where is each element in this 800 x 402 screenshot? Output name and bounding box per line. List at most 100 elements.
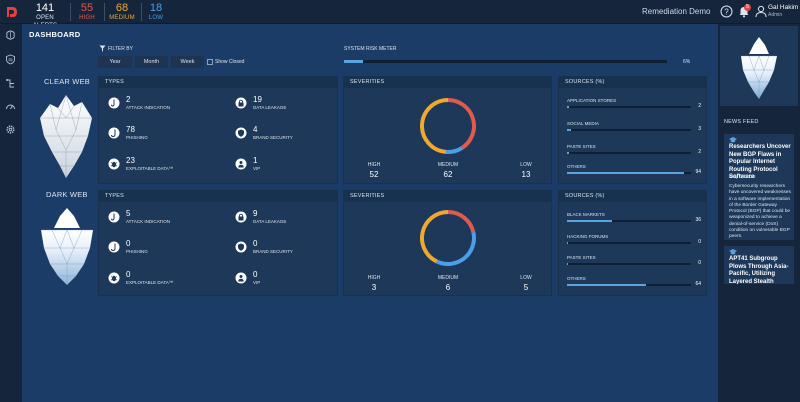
type-phishing[interactable]: 0 PHISHING — [108, 239, 228, 264]
badge-icon — [235, 241, 247, 253]
filter-week-button[interactable]: Week — [171, 56, 204, 68]
severity-donut-chart[interactable] — [418, 96, 478, 156]
type-exploitable-data[interactable]: 0 EXPLOITABLE DATA™ — [108, 270, 228, 295]
vip-icon — [235, 272, 247, 284]
brain-icon[interactable] — [5, 30, 16, 41]
source-row[interactable]: PASTE SITES 2 — [567, 144, 701, 158]
source-row[interactable]: HACKING FORUMS 0 — [567, 234, 701, 248]
source-bar-fill — [567, 242, 569, 244]
type-count: 5 — [126, 209, 131, 218]
show-closed-checkbox[interactable] — [207, 59, 213, 65]
clear-web-sources-panel: SOURCES (%) APPLICATION STORES 2 SOCIAL … — [558, 76, 707, 184]
gauge-icon[interactable] — [5, 101, 16, 112]
type-vip[interactable]: 0 VIP — [235, 270, 355, 295]
filter-month-button[interactable]: Month — [135, 56, 168, 68]
type-phishing[interactable]: 78 PHISHING — [108, 125, 228, 150]
severity-donut-chart[interactable] — [418, 208, 478, 268]
donut-segment-medium[interactable] — [420, 98, 449, 154]
source-value: 2 — [698, 149, 701, 155]
bug-icon — [108, 272, 120, 284]
type-brand-security[interactable]: 4 BRAND SECURITY — [235, 125, 355, 150]
source-bar-track — [567, 263, 691, 265]
filter-year-button[interactable]: Year — [98, 56, 132, 68]
panel-title: TYPES — [99, 191, 337, 202]
donut-segment-low[interactable] — [445, 146, 464, 154]
medium-stat[interactable]: 68 MEDIUM — [108, 2, 136, 22]
type-brand-security[interactable]: 0 BRAND SECURITY — [235, 239, 355, 264]
org-name[interactable]: Remediation Demo — [642, 7, 711, 16]
source-label: PASTE SITES — [567, 255, 596, 260]
donut-segment-high[interactable] — [447, 98, 476, 150]
fish-hook-icon — [108, 241, 120, 253]
source-bar-fill — [567, 106, 570, 108]
dark-web-types-panel: TYPES 5 ATTACK INDICATION 9 DATA LEAKAGE… — [98, 190, 338, 296]
severity-count: 62 — [443, 170, 453, 179]
severity-label: LOW — [520, 162, 532, 168]
show-closed-label[interactable]: Show Closed — [215, 59, 245, 65]
news-feed-title: NEWS FEED — [724, 119, 759, 125]
type-data-leakage[interactable]: 19 DATA LEAKAGE — [235, 95, 355, 120]
source-label: HACKING FORUMS — [567, 234, 609, 239]
shield-icon[interactable] — [5, 54, 16, 65]
source-row[interactable]: APPLICATION STORES 2 — [567, 98, 701, 112]
severity-label: HIGH — [367, 275, 381, 281]
type-attack-indication[interactable]: 5 ATTACK INDICATION — [108, 209, 228, 234]
severity-high[interactable]: HIGH 52 — [354, 162, 394, 179]
divider — [70, 3, 71, 21]
donut-segment-high[interactable] — [447, 210, 476, 233]
dark-web-severities-panel: SEVERITIES HIGH 3 MEDIUM 6 LOW 5 — [343, 190, 552, 296]
lock-icon — [235, 97, 247, 109]
type-count: 19 — [253, 95, 262, 104]
news-title[interactable]: Researchers Uncover New BGP Flaws in Pop… — [729, 144, 791, 180]
iceberg-image — [40, 94, 92, 178]
logo-icon[interactable] — [6, 6, 18, 18]
donut-segment-medium[interactable] — [420, 210, 449, 264]
source-bar-track — [567, 242, 691, 244]
type-label: VIP — [253, 166, 261, 171]
divider — [141, 3, 142, 21]
low-stat[interactable]: 18 LOW — [146, 2, 166, 22]
severity-low[interactable]: LOW 13 — [506, 162, 546, 179]
severity-medium[interactable]: MEDIUM 6 — [428, 275, 468, 292]
notifications-button[interactable]: 5 — [738, 4, 751, 18]
clear-web-label: CLEAR WEB — [44, 77, 90, 86]
open-alerts-count: 141 — [35, 2, 55, 14]
source-value: 0 — [698, 239, 701, 245]
severity-low[interactable]: LOW 5 — [506, 275, 546, 292]
source-row[interactable]: SOCIAL MEDIA 3 — [567, 121, 701, 135]
source-bar-track — [567, 129, 691, 131]
dark-web-label: DARK WEB — [46, 190, 88, 199]
type-label: BRAND SECURITY — [253, 135, 293, 140]
vip-icon — [235, 158, 247, 170]
low-label: LOW — [148, 15, 164, 21]
gear-icon[interactable] — [5, 124, 16, 135]
type-attack-indication[interactable]: 2 ATTACK INDICATION — [108, 95, 228, 120]
news-card[interactable]: APT41 Subgroup Plows Through Asia-Pacifi… — [724, 246, 794, 284]
help-icon[interactable]: ? — [720, 5, 733, 18]
source-bar-fill — [567, 220, 612, 222]
source-row[interactable]: OTHERS 94 — [567, 164, 701, 178]
source-bar-track — [567, 220, 691, 222]
dark-web-sources-panel: SOURCES (%) BLACK MARKETS 36 HACKING FOR… — [558, 190, 707, 296]
source-row[interactable]: BLACK MARKETS 36 — [567, 212, 701, 226]
source-row[interactable]: OTHERS 64 — [567, 276, 701, 290]
clear-web-types-panel: TYPES 2 ATTACK INDICATION 19 DATA LEAKAG… — [98, 76, 338, 184]
high-stat[interactable]: 55 HIGH — [76, 2, 98, 22]
severity-high[interactable]: HIGH 3 — [354, 275, 394, 292]
news-card[interactable]: Researchers Uncover New BGP Flaws in Pop… — [724, 134, 794, 240]
type-exploitable-data[interactable]: 23 EXPLOITABLE DATA™ — [108, 156, 228, 181]
type-data-leakage[interactable]: 9 DATA LEAKAGE — [235, 209, 355, 234]
news-title[interactable]: APT41 Subgroup Plows Through Asia-Pacifi… — [729, 256, 789, 284]
badge-icon — [235, 127, 247, 139]
severity-count: 3 — [371, 283, 377, 292]
filter-icon — [99, 45, 106, 52]
donut-segment-low[interactable] — [435, 231, 476, 266]
type-vip[interactable]: 1 VIP — [235, 156, 355, 181]
type-count: 1 — [253, 156, 258, 165]
panel-title: SOURCES (%) — [559, 77, 706, 88]
severity-medium[interactable]: MEDIUM 62 — [428, 162, 468, 179]
user-name[interactable]: Gal Hakim — [768, 4, 799, 11]
flow-icon[interactable] — [5, 78, 16, 89]
source-row[interactable]: PASTE SITES 0 — [567, 255, 701, 269]
user-icon[interactable] — [755, 5, 767, 18]
